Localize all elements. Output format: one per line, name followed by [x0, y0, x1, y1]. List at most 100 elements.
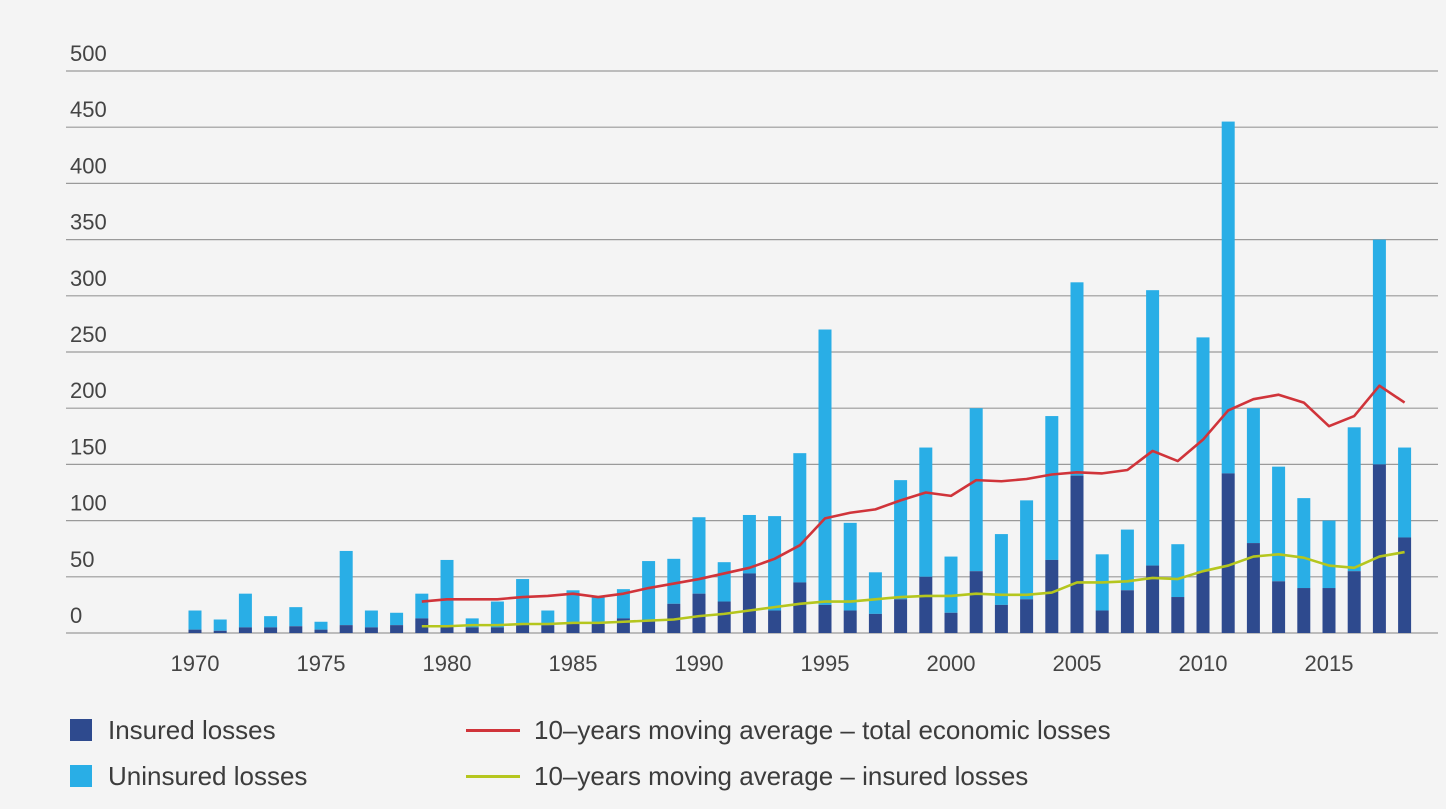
bar-insured: [364, 627, 378, 633]
bar-insured: [339, 625, 353, 633]
legend-item-ma-total: 10–years moving average – total economic…: [466, 712, 1111, 748]
line-ma-total: [421, 384, 1406, 603]
bar-insured: [490, 627, 504, 633]
bar-uninsured: [1196, 337, 1210, 572]
bar-insured: [742, 573, 756, 633]
bar-uninsured: [289, 607, 303, 627]
x-tick-label: 1980: [423, 651, 472, 676]
bar-insured: [188, 629, 202, 633]
bar-uninsured: [969, 408, 983, 572]
y-tick-label: 400: [70, 153, 107, 178]
bar-uninsured: [818, 329, 832, 605]
y-tick-label: 200: [70, 378, 107, 403]
bar-insured: [717, 601, 731, 633]
bar-insured: [289, 626, 303, 633]
bar-insured: [843, 610, 857, 633]
bar-uninsured: [1045, 416, 1059, 560]
bar-uninsured: [793, 453, 807, 583]
bars: [188, 121, 1412, 633]
bar-uninsured: [314, 621, 328, 630]
bar-uninsured: [188, 610, 202, 630]
bar-uninsured: [616, 589, 630, 619]
bar-uninsured: [894, 480, 908, 600]
legend: Insured losses Uninsured losses 10–years…: [70, 712, 1370, 802]
bar-insured: [1120, 590, 1134, 633]
bar-insured: [591, 624, 605, 633]
line-ma-insured: [421, 550, 1405, 628]
bar-uninsured: [1120, 529, 1134, 591]
bar-insured: [642, 619, 656, 633]
bar-insured: [1070, 475, 1084, 633]
bar-uninsured: [1171, 544, 1185, 598]
bar-insured: [994, 604, 1008, 633]
bar-uninsured: [1246, 408, 1260, 544]
bar-insured: [440, 625, 454, 633]
bar-uninsured: [1372, 239, 1386, 465]
bar-insured: [1246, 543, 1260, 633]
bar-insured: [213, 630, 227, 633]
bar-insured: [692, 593, 706, 633]
x-tick-label: 1995: [801, 651, 850, 676]
bar-uninsured: [1297, 498, 1311, 589]
bar-uninsured: [591, 597, 605, 625]
bar-insured: [969, 571, 983, 633]
bar-uninsured: [566, 590, 580, 625]
bar-uninsured: [1398, 447, 1412, 538]
bar-uninsured: [415, 593, 429, 619]
x-tick-label: 1975: [297, 651, 346, 676]
bar-uninsured: [742, 514, 756, 574]
legend-swatch-uninsured: [70, 765, 92, 787]
bar-uninsured: [1272, 466, 1286, 582]
bar-insured: [768, 610, 782, 633]
bar-insured: [566, 624, 580, 633]
legend-item-insured: Insured losses: [70, 712, 276, 748]
bar-insured: [238, 627, 252, 633]
bar-uninsured: [213, 619, 227, 631]
legend-label-uninsured: Uninsured losses: [108, 760, 308, 791]
bar-insured: [1221, 473, 1235, 633]
legend-label-ma-total: 10–years moving average – total economic…: [534, 714, 1111, 745]
x-tick-label: 1990: [675, 651, 724, 676]
bar-insured: [919, 576, 933, 633]
y-tick-label: 450: [70, 97, 107, 122]
bar-insured: [868, 613, 882, 633]
bar-uninsured: [768, 516, 782, 611]
legend-label-insured: Insured losses: [108, 714, 276, 745]
y-tick-label: 150: [70, 434, 107, 459]
legend-line-ma-insured: [466, 774, 520, 778]
bar-uninsured: [1146, 290, 1160, 566]
x-tick-label: 2000: [927, 651, 976, 676]
bar-insured: [264, 627, 278, 633]
bar-uninsured: [1347, 427, 1361, 572]
y-axis-ticks: 0 50 100 150 200 250 300 350 400 450 500: [70, 41, 107, 628]
bar-insured: [390, 625, 404, 633]
x-tick-label: 2005: [1053, 651, 1102, 676]
x-tick-label: 1985: [549, 651, 598, 676]
y-tick-label: 350: [70, 210, 107, 235]
gridlines: [66, 70, 1438, 634]
bar-uninsured: [490, 601, 504, 628]
bar-insured: [541, 625, 555, 633]
bar-uninsured: [717, 562, 731, 602]
bar-uninsured: [364, 610, 378, 628]
bar-insured: [944, 612, 958, 633]
legend-item-ma-insured: 10–years moving average – insured losses: [466, 758, 1028, 794]
bar-uninsured: [944, 556, 958, 613]
bar-insured: [1297, 588, 1311, 633]
x-tick-label: 1970: [171, 651, 220, 676]
bar-uninsured: [238, 593, 252, 628]
bar-uninsured: [516, 579, 530, 625]
bar-insured: [1272, 581, 1286, 633]
bar-uninsured: [390, 612, 404, 626]
bar-uninsured: [994, 534, 1008, 605]
bar-insured: [1347, 571, 1361, 633]
bar-uninsured: [919, 447, 933, 577]
bar-insured: [516, 624, 530, 633]
bar-insured: [1196, 571, 1210, 633]
y-tick-label: 250: [70, 322, 107, 347]
bar-insured: [1322, 588, 1336, 633]
y-tick-label: 100: [70, 491, 107, 516]
legend-item-uninsured: Uninsured losses: [70, 758, 307, 794]
bar-uninsured: [264, 616, 278, 628]
